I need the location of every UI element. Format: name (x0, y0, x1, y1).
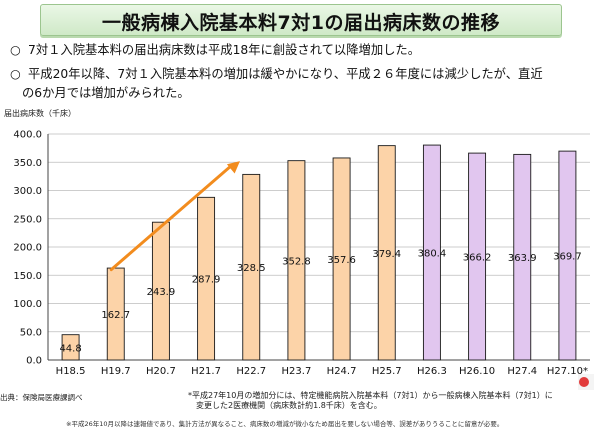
x-tick-label: H26.10 (459, 366, 495, 377)
x-tick-label: H18.5 (56, 366, 86, 377)
x-tick-label: H22.7 (236, 366, 266, 377)
x-tick-label: H27.4 (507, 366, 537, 377)
data-label: 366.2 (463, 253, 492, 264)
x-tick-label: H24.7 (327, 366, 357, 377)
data-label: 162.7 (101, 310, 130, 321)
x-tick-label: H27.10* (547, 366, 588, 377)
x-tick-label: H19.7 (101, 366, 131, 377)
bar (106, 267, 125, 361)
bullet-1-mark: ○ (10, 43, 21, 57)
data-label: 328.5 (237, 263, 266, 274)
x-tick-label: H23.7 (282, 366, 312, 377)
bar (242, 173, 261, 361)
bar (422, 144, 441, 361)
y-tick-label: 300.0 (13, 186, 42, 197)
y-tick-label: 350.0 (13, 158, 42, 169)
footnote: *平成27年10月の増加分には、特定機能病院入院基本料（7対1）から一般病棟入院… (188, 391, 553, 411)
bullet-2-mark: ○ (10, 67, 21, 81)
data-label: 44.8 (59, 343, 81, 354)
bar (287, 160, 306, 361)
bullet-2-text: 平成20年以降、7対１入院基本料の増加は緩やかになり、平成２６年度には減少したが… (28, 67, 543, 81)
footnote-line-2: 変更した2医療機関（病床数計約1.8千床）を含む。 (196, 401, 382, 410)
small-print: ※平成26年10月以降は速報値であり、集計方法が異なること、病床数の増減が微小な… (66, 420, 504, 428)
page-title: 一般病棟入院基本料7対1の届出病床数の推移 (102, 12, 500, 34)
bullet-2: ○ 平成20年以降、7対１入院基本料の増加は緩やかになり、平成２６年度には減少した… (10, 66, 543, 83)
x-tick-label: H21.7 (191, 366, 221, 377)
y-tick-label: 150.0 (13, 271, 42, 282)
bar (468, 152, 487, 361)
data-label: 380.4 (418, 249, 447, 260)
y-axis-label: 届出病床数（千床） (4, 109, 76, 118)
y-tick-label: 0.0 (26, 356, 42, 367)
x-tick-label: H26.3 (417, 366, 447, 377)
bullet-1-text: 7対１入院基本料の届出病床数は平成18年に創設されて以降増加した。 (28, 43, 421, 57)
bullet-1: ○ 7対１入院基本料の届出病床数は平成18年に創設されて以降増加した。 (10, 42, 420, 59)
corner-badge-icon (578, 374, 594, 390)
y-tick-label: 50.0 (20, 327, 42, 338)
y-tick-label: 250.0 (13, 214, 42, 225)
trend-arrow-head (226, 161, 240, 174)
title-banner: 一般病棟入院基本料7対1の届出病床数の推移 (40, 4, 562, 36)
source-note: 出典：保険局医療課調べ (0, 393, 83, 402)
x-tick-label: H25.7 (372, 366, 402, 377)
y-tick-label: 400.0 (13, 130, 42, 141)
data-label: 363.9 (508, 253, 537, 264)
x-tick-label: H20.7 (146, 366, 176, 377)
y-tick-label: 200.0 (13, 243, 42, 254)
data-label: 287.9 (192, 275, 221, 286)
footnote-line-1: *平成27年10月の増加分には、特定機能病院入院基本料（7対1）から一般病棟入院… (188, 391, 553, 400)
data-label: 379.4 (372, 249, 401, 260)
data-label: 352.8 (282, 256, 311, 267)
trend-arrow (109, 163, 234, 272)
data-label: 357.6 (327, 255, 356, 266)
bar (197, 196, 216, 361)
bar (377, 145, 396, 361)
bullet-2-continuation: の6か月では増加がみられた。 (22, 86, 190, 100)
bar-chart: 0.0 50.0 100.0 150.0 200.0 250.0 300.0 350.0 400… (13, 130, 590, 377)
data-label: 243.9 (147, 287, 176, 298)
bar (61, 334, 80, 361)
bar (332, 157, 351, 361)
bar (151, 221, 170, 361)
data-label: 369.7 (553, 252, 582, 263)
y-tick-label: 100.0 (13, 299, 42, 310)
bar (513, 153, 532, 361)
bar (558, 150, 577, 361)
